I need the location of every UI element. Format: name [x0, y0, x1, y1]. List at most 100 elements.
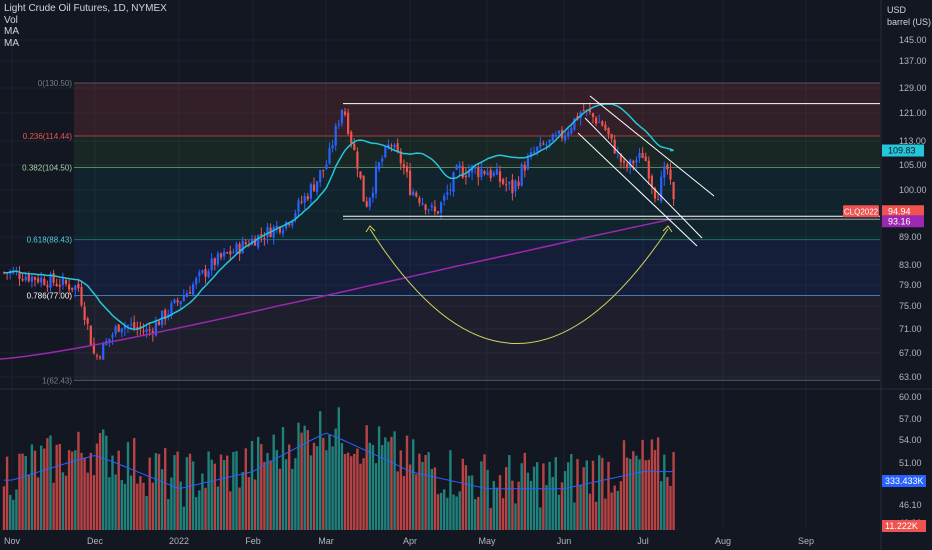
price-tick-label: 129.00: [899, 83, 927, 93]
arc-arrow-right: [662, 225, 673, 233]
fib-label: 0.382(104.50): [22, 164, 72, 173]
volume-bar: [322, 437, 325, 530]
indicator-volume[interactable]: Vol: [4, 14, 18, 26]
candle-body: [272, 226, 275, 238]
candle-body: [480, 168, 483, 178]
price-tick-label: 137.00: [899, 56, 927, 66]
candle-body: [452, 172, 455, 192]
candle-body: [89, 325, 92, 345]
volume-bar: [176, 451, 179, 530]
candle-body: [58, 284, 61, 287]
fib-label: 1(62.43): [42, 376, 72, 385]
volume-bar: [387, 441, 390, 530]
volume-bar: [486, 469, 489, 530]
volume-bar: [120, 480, 123, 530]
volume-bar: [594, 501, 598, 530]
candle-body: [446, 192, 449, 195]
candle-body: [71, 287, 74, 290]
volume-bar: [343, 454, 347, 530]
volume-bar: [9, 494, 12, 530]
candle-body: [464, 175, 467, 178]
candle-body: [179, 301, 182, 305]
volume-bar: [105, 435, 108, 530]
volume-bar: [629, 458, 632, 530]
fib-zone: [74, 82, 880, 136]
volume-bar: [452, 494, 455, 530]
volume-bar: [92, 475, 96, 530]
volume-bar: [238, 487, 241, 530]
candle-body: [281, 230, 285, 234]
fib-label: 0.236(114.44): [23, 132, 73, 141]
volume-bar: [405, 435, 409, 530]
indicator-ma-2[interactable]: MA: [4, 37, 19, 49]
volume-bar: [297, 422, 300, 530]
candle-body: [185, 293, 188, 298]
candle-body: [467, 170, 471, 177]
volume-bar: [371, 444, 375, 530]
volume-bar: [356, 448, 359, 530]
volume-bar: [396, 471, 399, 530]
volume-bar: [362, 458, 365, 530]
candle-body: [619, 153, 622, 162]
volume-bar: [365, 425, 368, 530]
volume-bar: [653, 449, 657, 530]
volume-bar: [235, 451, 238, 530]
price-label-box: [882, 215, 924, 228]
candle-body: [669, 169, 672, 180]
candle-body: [188, 292, 192, 294]
candle-body: [613, 139, 616, 154]
candle-body: [520, 164, 523, 186]
candle-body: [440, 202, 443, 213]
volume-bar: [557, 494, 561, 530]
volume-bar: [204, 487, 207, 530]
candle-body: [629, 159, 632, 168]
channel-upper: [589, 95, 715, 197]
candle-body: [567, 132, 570, 136]
candle-body: [455, 165, 458, 170]
volume-bar: [207, 451, 210, 530]
candle-body: [133, 322, 136, 329]
indicator-ma-1[interactable]: MA: [4, 26, 19, 37]
candle-body: [458, 164, 461, 167]
candle-body: [319, 170, 322, 183]
candle-body: [393, 144, 396, 148]
candle-body: [601, 121, 604, 126]
candle-body: [297, 200, 300, 213]
candle-body: [176, 300, 179, 303]
volume-bar: [474, 499, 477, 530]
candle-body: [216, 253, 219, 265]
candle-body: [511, 179, 514, 194]
volume-bar: [467, 475, 471, 530]
candle-body: [46, 285, 49, 288]
candle-body: [157, 321, 161, 326]
volume-tick-label: 51.00: [899, 458, 922, 468]
volume-bar: [216, 486, 220, 530]
candle-body: [173, 299, 176, 303]
price-label-box: [882, 144, 924, 157]
volume-bar: [77, 431, 80, 530]
candle-body: [201, 270, 204, 273]
volume-bar: [461, 458, 464, 530]
candle-body: [108, 338, 111, 342]
candle-body: [229, 251, 232, 255]
volume-bar: [660, 481, 663, 530]
candle-body: [120, 328, 123, 333]
time-tick-label: Sep: [798, 536, 814, 546]
candle-body: [666, 164, 669, 170]
volume-bar: [275, 450, 278, 530]
candle-body: [663, 166, 666, 178]
candle-body: [461, 166, 464, 178]
symbol-title[interactable]: Light Crude Oil Futures, 1D, NYMEX: [4, 3, 167, 14]
volume-bar: [33, 450, 37, 530]
candle-body: [102, 343, 105, 360]
volume-bar: [573, 502, 576, 530]
volume-bar: [650, 439, 654, 530]
volume-bar: [102, 429, 105, 530]
moving-average-fast: [3, 103, 674, 330]
volume-bar: [433, 467, 437, 530]
candle-body: [542, 143, 545, 145]
rounded-bottom-arc: [369, 228, 669, 344]
candle-body: [638, 152, 641, 159]
candle-body: [402, 164, 405, 168]
